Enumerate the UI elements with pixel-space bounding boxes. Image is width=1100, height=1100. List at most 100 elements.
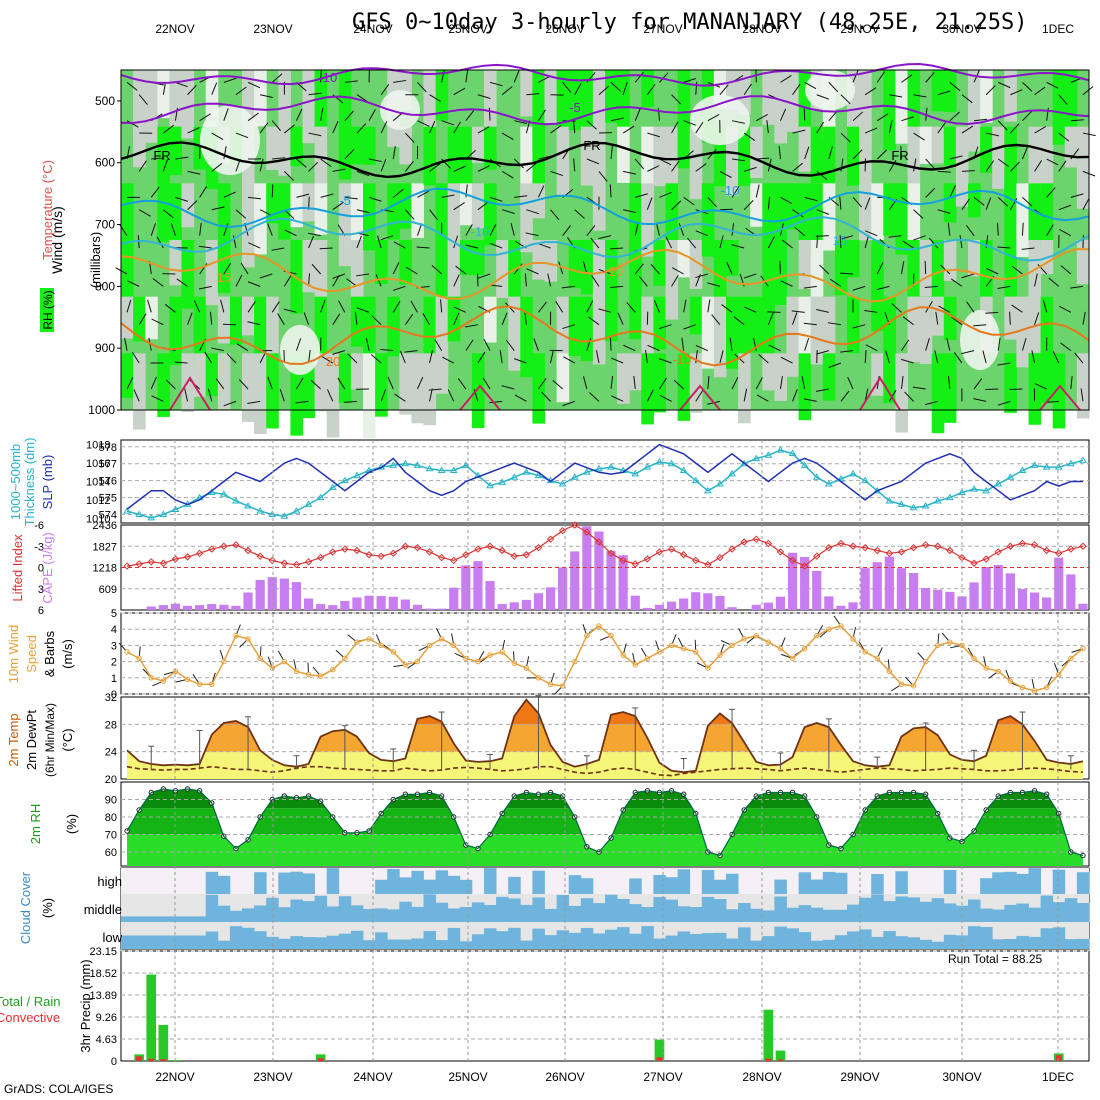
cape-bar: [424, 608, 435, 610]
wind-barb: [828, 82, 839, 93]
wind-barb: [247, 301, 256, 313]
li-point: [135, 560, 143, 568]
rh-cell: [786, 296, 800, 377]
wind-barb: [526, 209, 539, 215]
rh-cell: [363, 353, 376, 439]
cloud-cell: [774, 926, 787, 949]
wind-barb: [489, 400, 503, 404]
wind-tick-label: 3: [111, 640, 117, 652]
wind-barb: [985, 160, 995, 172]
cape-bar: [473, 561, 483, 610]
wind-barb: [526, 268, 539, 275]
wind-barb: [744, 306, 757, 313]
wind-barb: [997, 400, 1011, 406]
cloud-cell: [810, 907, 824, 922]
wind-barb: [247, 321, 261, 326]
wind-barb: [935, 311, 939, 325]
rh-cell: [931, 353, 945, 434]
wind-barb: [913, 235, 926, 241]
wind-barb: [743, 166, 757, 172]
wind-barb: [368, 196, 382, 202]
cloud-cell: [278, 938, 291, 949]
isotherm-line: [120, 187, 1090, 229]
li-tick-label: 6: [38, 605, 44, 617]
wind-barb: [997, 362, 1011, 366]
rh-cell: [1004, 183, 1017, 259]
wind-barb: [804, 81, 817, 90]
precip-run-total: Run Total = 88.25: [948, 952, 1043, 966]
wind-barb: [985, 197, 992, 210]
cloud-cell: [157, 916, 170, 922]
wind-barb: [550, 209, 560, 221]
wind-barb: [1070, 193, 1084, 198]
wind-barb: [937, 122, 946, 134]
cape-bar: [884, 556, 894, 610]
cloud-cell: [266, 936, 279, 949]
rh-cell: [871, 183, 884, 248]
cloud-cell: [338, 896, 352, 922]
wind-barb: [404, 209, 415, 220]
cloud-cell: [653, 896, 666, 922]
wind-barb: [888, 159, 897, 172]
wind-barb: [453, 312, 460, 325]
wind-barb: [885, 350, 890, 364]
wind-barb: [1021, 222, 1024, 236]
wind-barb: [610, 81, 621, 92]
rh-cell: [605, 296, 618, 342]
rh-cell: [701, 183, 715, 257]
cloud-cell: [834, 909, 848, 922]
rh-cell: [399, 240, 412, 285]
thickness-label2: Thickness (dm): [22, 438, 37, 527]
rh-cell: [181, 240, 195, 309]
cloud-cell: [520, 940, 533, 949]
rh-cell: [447, 296, 461, 342]
wind-barb: [778, 146, 781, 160]
wind-barb: [1070, 375, 1073, 390]
cloud-cell: [229, 910, 243, 922]
wind-barb: [150, 223, 156, 236]
wind-barb: [659, 158, 672, 166]
cape-bar: [703, 593, 713, 610]
rh-cell: [193, 353, 207, 397]
wind-barb: [647, 344, 660, 352]
wind-barb: [441, 120, 455, 126]
thickness-tick-label: 574: [99, 510, 117, 522]
wind-barb: [781, 239, 793, 249]
wind-barb: [816, 121, 825, 134]
precip-total-bar: [315, 1054, 326, 1061]
wind-barb: [803, 285, 817, 289]
wind-barb: [465, 69, 469, 83]
rh-cell: [266, 296, 279, 368]
cape-bar: [219, 604, 229, 610]
wind-barb: [733, 316, 745, 326]
wind-barb: [623, 344, 636, 352]
wind-barb: [1022, 111, 1032, 122]
rh-cell: [484, 126, 497, 170]
wind-barb: [365, 337, 370, 351]
wind-barb: [501, 170, 514, 179]
wind-barb: [259, 273, 273, 279]
wind-barb: [610, 376, 614, 390]
wind-barb: [582, 261, 588, 275]
wind-barb: [514, 195, 528, 198]
cloud-cell: [931, 898, 945, 922]
wind-barb: [864, 127, 878, 134]
wind-barb: [768, 344, 781, 352]
rh-cell: [1040, 353, 1054, 404]
li-point: [921, 541, 930, 549]
wind-barb: [465, 244, 479, 249]
cape-bar: [521, 599, 531, 610]
cloud-unit-label: (%): [40, 898, 55, 918]
cloud-cell: [508, 898, 521, 922]
wind-barb: [259, 122, 269, 134]
rh-cell: [810, 126, 824, 184]
wind-barb: [406, 266, 418, 275]
wind-barb: [176, 278, 188, 287]
rh-cell: [871, 296, 884, 332]
cloud-cell: [1076, 938, 1090, 949]
rh-cell: [314, 353, 328, 412]
rh-cell: [302, 70, 316, 144]
cape-bar: [1078, 603, 1088, 610]
rh2m-tick-label: 60: [105, 847, 117, 859]
wind-barb: [1034, 383, 1047, 390]
